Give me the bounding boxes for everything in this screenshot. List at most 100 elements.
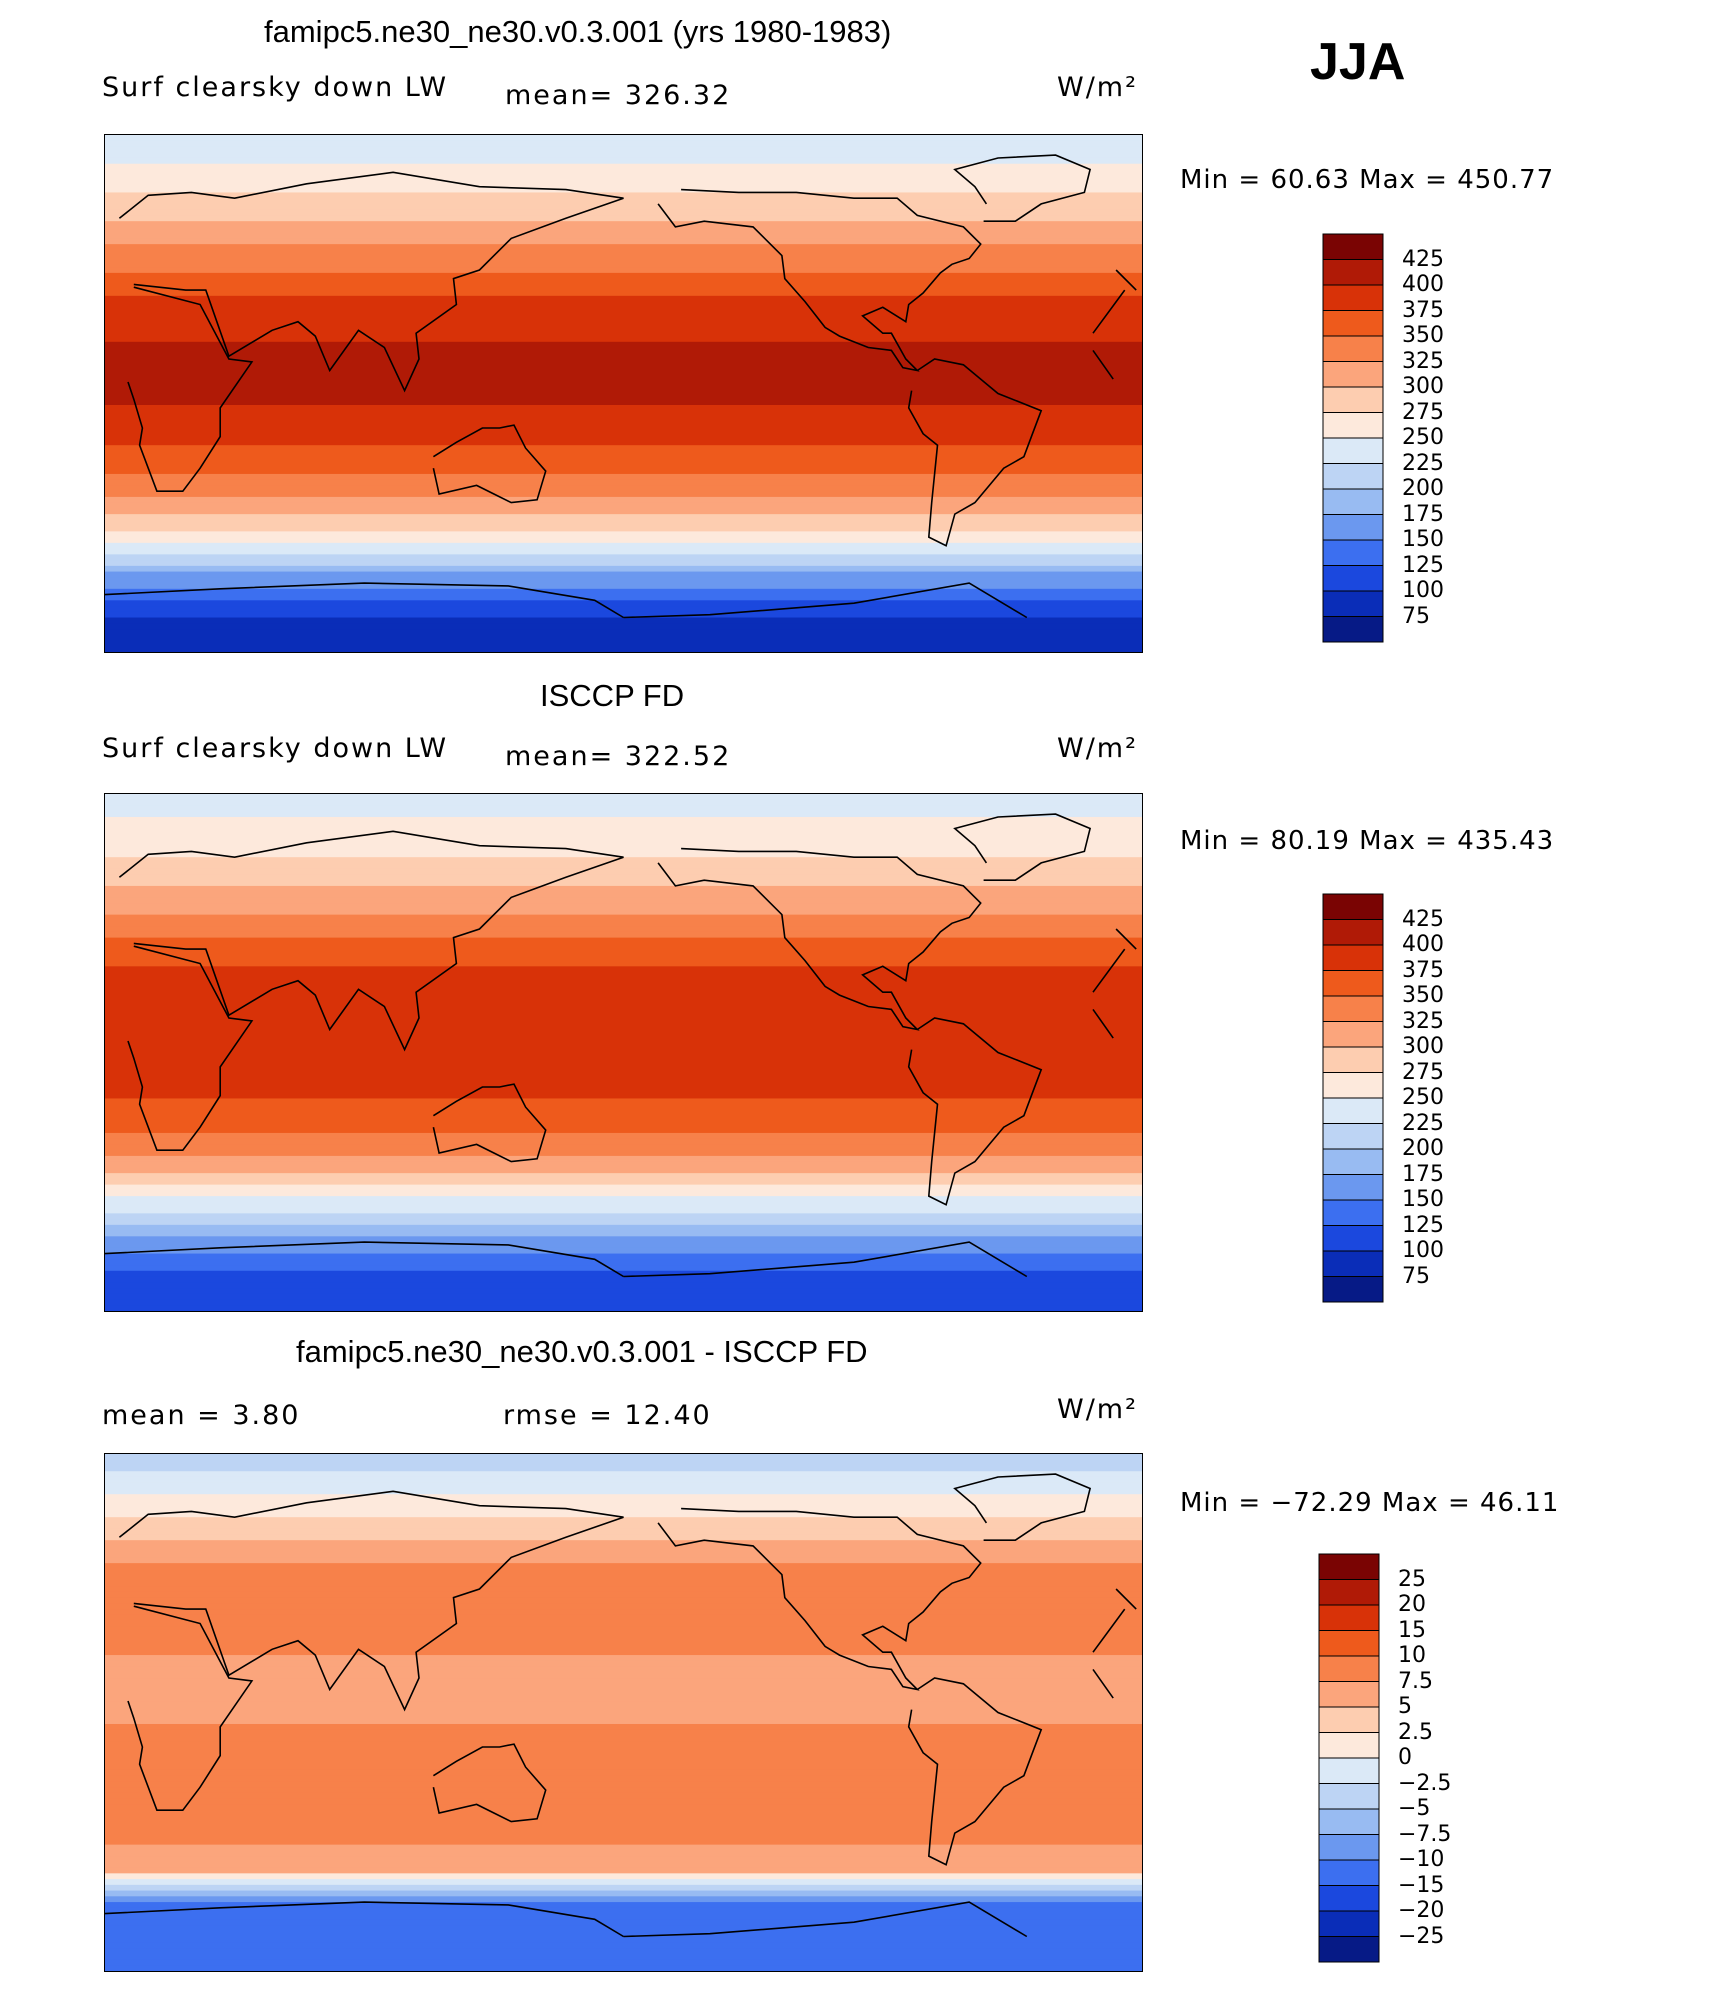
map2-lat-band [105,1792,1142,1800]
colorbar1-box [1322,944,1384,971]
colorbar0-tick-label: 225 [1402,450,1444,476]
map1-coastline [127,945,1126,1151]
map0-lat-band [105,537,1142,544]
colorbar0-tick-label: 350 [1402,323,1444,348]
map2-lat-band [105,1471,1142,1478]
colorbar1-tick-label: 200 [1402,1136,1444,1161]
colorbar0-tick-label: 150 [1402,527,1444,552]
colorbar0-tick-label: 200 [1402,476,1444,501]
map0-coastline [105,582,1028,619]
map0-lat-band [105,226,1142,234]
map1-lat-band [105,857,1142,864]
map0-lat-band [105,514,1142,521]
map0-lat-band [105,439,1142,447]
map1-lat-band [105,1058,1142,1065]
map0-lat-band [105,209,1142,217]
panel3-mean-label: mean = 3.80 [102,1400,301,1431]
map2-lat-band [105,1953,1142,1961]
colorbar2-box [1318,1732,1380,1759]
panel1-minmax: Min = 60.63 Max = 450.77 [1180,165,1555,195]
map0-lat-band [105,295,1142,303]
map0-lat-band [105,427,1142,435]
colorbar0-tick-label: 275 [1402,399,1444,425]
map0-coastline [127,286,1126,492]
colorbar1-tick-label: 300 [1402,1034,1444,1059]
colorbar2-box [1318,1757,1380,1784]
map1-lat-band [105,822,1142,830]
map1-lat-band [105,966,1142,974]
map2-lat-band [105,1574,1142,1582]
colorbar2-tick-label: 15 [1398,1617,1426,1643]
map1-coastline [105,1241,1028,1278]
map2-lat-band [105,1666,1142,1674]
map0-lat-band [105,462,1142,470]
map1-lat-band [105,1069,1142,1077]
map0-lat-band [105,146,1142,154]
map1-coastline [657,847,982,1031]
map1-lat-band [105,1184,1142,1192]
panel1-colorbar: 425 400 375 350 325 300 275 250 225 200 175 150 125 1… [1322,233,1444,643]
colorbar2-box [1318,1604,1380,1631]
map2-lat-band [105,1948,1142,1955]
map2-lat-band [105,1729,1142,1737]
map0-lat-band [105,278,1142,286]
colorbar0-tick-label: 375 [1402,297,1444,323]
map0-lat-band [105,456,1142,464]
map2-lat-band [105,1482,1142,1490]
map0-lat-band [105,232,1142,240]
map2-lat-band [105,1712,1142,1720]
map1-lat-band [105,1270,1142,1278]
map0-lat-band [105,560,1142,567]
map0-lat-band [105,157,1142,165]
map0-lat-band [105,634,1142,642]
colorbar1-tick-label: 425 [1402,906,1444,932]
map1-lat-band [105,1115,1142,1123]
map2-lat-band [105,1907,1142,1915]
map2-lat-band [105,1678,1142,1685]
colorbar2-box [1318,1630,1380,1657]
map2-lat-band [105,1465,1142,1473]
panel2-variable-label: Surf clearsky down LW [102,733,449,764]
colorbar1-box [1322,1097,1384,1124]
colorbar0-box [1322,616,1384,643]
panel3-colorbar: 25 20 15 10 7.5 5 2.5 0 −2.5 −5 −7.5 −10 −15 −20 −25 [1318,1553,1451,1963]
map0-lat-band [105,393,1142,401]
map0-lat-band [105,353,1142,361]
colorbar1-box [1322,995,1384,1022]
map2-lat-band [105,1689,1142,1697]
map1-lat-band [105,972,1142,979]
map1-lat-band [105,1029,1142,1037]
map0-lat-band [105,502,1142,510]
map0-coastline [953,154,1092,222]
map0-lat-band [105,496,1142,504]
map2-lat-band [105,1637,1142,1645]
map0-lat-band [105,542,1142,550]
map0-lat-band [105,422,1142,429]
map0-lat-band [105,221,1142,228]
map2-lat-band [105,1821,1142,1829]
map1-lat-band [105,1242,1142,1249]
map2-lat-band [105,1655,1142,1662]
panel3-map [104,1453,1143,1972]
map0-lat-band [105,203,1142,211]
map0-lat-band [105,186,1142,194]
map1-coastline [118,830,1137,1052]
map0-lat-band [105,410,1142,418]
map0-coastline [432,424,547,504]
map1-lat-band [105,1150,1142,1157]
colorbar0-tick-label: 250 [1402,425,1444,450]
map2-lat-band [105,1454,1142,1461]
map0-lat-band [105,249,1142,257]
map2-lat-band [105,1741,1142,1748]
map2-lat-band [105,1591,1142,1599]
map2-coastline [432,1743,547,1823]
colorbar0-box [1322,335,1384,362]
colorbar0-box [1322,565,1384,592]
map1-lat-band [105,1196,1142,1203]
colorbar2-box [1318,1681,1380,1708]
colorbar1-box [1322,919,1384,946]
map2-lat-band [105,1476,1142,1484]
season-label: JJA [1310,33,1406,91]
colorbar0-tick-label: 325 [1402,348,1444,374]
map2-lat-band [105,1643,1142,1651]
